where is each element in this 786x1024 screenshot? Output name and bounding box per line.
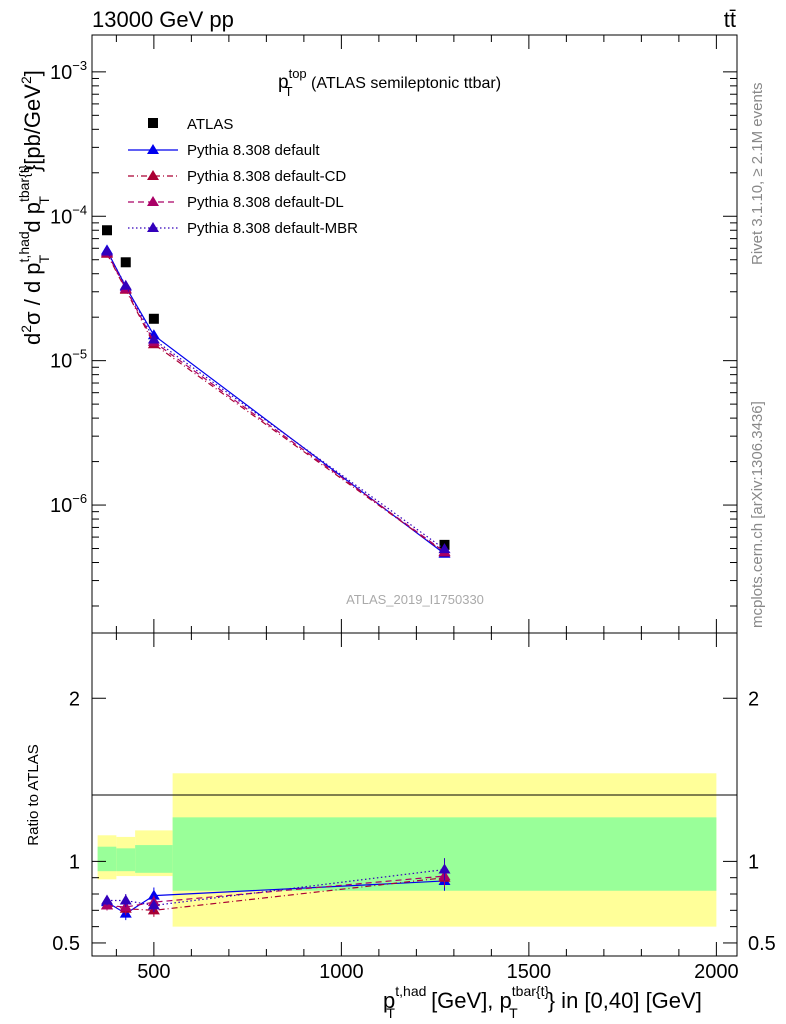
legend-marker-mbr	[147, 222, 159, 232]
ratio-point	[147, 889, 160, 900]
x-tick-label: 2000	[694, 961, 739, 983]
main-series-line	[106, 251, 445, 550]
ratio-y-tick-label: 2	[69, 688, 80, 710]
rivet-label: Rivet 3.1.10, ≥ 2.1M events	[749, 83, 766, 266]
ratio-series	[101, 858, 451, 921]
energy-label: 13000 GeV pp	[92, 7, 234, 32]
legend-entry-cd: Pythia 8.308 default-CD	[128, 168, 346, 185]
ratio-band-green	[116, 848, 136, 872]
legend-marker-dl	[147, 196, 159, 206]
main-point-atlas	[148, 313, 159, 324]
ratio-band-green	[135, 845, 173, 873]
main-y-tick-label: 10−3	[50, 58, 87, 84]
main-panel: 10−6 10−5 10−4 10−3 ptop T (ATLAS semilepton…	[16, 34, 738, 634]
main-point-mc	[438, 543, 451, 554]
analysis-id: ATLAS_2019_I1750330	[346, 592, 484, 607]
ratio-band-green	[97, 846, 117, 872]
ratio-y-tick-label-right: 2	[748, 688, 759, 710]
legend-label-mbr: Pythia 8.308 default-MBR	[187, 220, 358, 237]
main-point-atlas	[120, 257, 131, 268]
main-point-mc	[147, 333, 160, 344]
main-y-ticks: 10−6 10−5 10−4 10−3	[50, 35, 737, 633]
ratio-series-line	[107, 868, 445, 907]
main-y-tick-label: 10−4	[50, 202, 87, 228]
ratio-point	[119, 894, 132, 905]
ratio-y-tick-label-right: 1	[748, 851, 759, 873]
x-tick-label: 500	[137, 961, 170, 983]
main-series	[101, 225, 451, 558]
legend-marker-atlas	[148, 118, 158, 128]
legend-label-cd: Pythia 8.308 default-CD	[187, 168, 346, 185]
legend-marker-default	[147, 144, 159, 154]
legend-entry-dl: Pythia 8.308 default-DL	[128, 194, 344, 211]
ratio-y-tick-label: 1	[69, 851, 80, 873]
legend-label-default: Pythia 8.308 default	[187, 142, 320, 159]
legend-marker-cd	[147, 170, 159, 180]
legend-entry-mbr: Pythia 8.308 default-MBR	[128, 220, 358, 237]
ratio-point	[438, 863, 451, 874]
main-y-tick-label: 10−6	[50, 491, 87, 517]
ratio-y-tick-label: 0.5	[52, 933, 80, 955]
ratio-point	[147, 899, 160, 910]
mcplots-label: mcplots.cern.ch [arXiv:1306.3436]	[749, 401, 766, 628]
main-point-atlas	[102, 225, 112, 236]
legend-label-dl: Pythia 8.308 default-DL	[187, 194, 344, 211]
ratio-bands	[97, 773, 717, 927]
legend-entry-atlas: ATLAS	[148, 116, 233, 133]
legend-label-atlas: ATLAS	[187, 116, 233, 133]
main-y-axis-label: d2σ / d pt,had T d ptbar{t} T}[pb/GeV2]	[16, 70, 52, 345]
ratio-ticks: 0.5 0.5 1 1 2 2 500 1000 1500 2000	[52, 633, 776, 983]
main-series-line	[106, 252, 445, 553]
main-series-line	[106, 250, 445, 555]
ratio-y-tick-label-right: 0.5	[748, 933, 776, 955]
ratio-y-axis-label: Ratio to ATLAS	[25, 744, 42, 845]
x-axis-label: pt,had T [GeV], ptbar{t} T} in [0,40] [GeV…	[383, 983, 702, 1021]
main-y-tick-label: 10−5	[50, 347, 87, 373]
ratio-frame	[91, 632, 738, 957]
x-tick-label: 1000	[319, 961, 364, 983]
process-label: tt̄	[724, 7, 736, 32]
legend: ATLAS Pythia 8.308 default Pythia 8.308 …	[128, 116, 358, 237]
ratio-series-line	[106, 875, 445, 908]
legend-entry-default: Pythia 8.308 default	[128, 142, 320, 159]
main-point-mc	[119, 279, 132, 290]
ratio-series-line	[106, 877, 445, 911]
main-title: ptop T (ATLAS semileptonic ttbar)	[278, 66, 501, 99]
main-series-line	[106, 253, 445, 553]
x-tick-label: 1500	[507, 961, 552, 983]
ratio-panel: 0.5 0.5 1 1 2 2 500 1000 1500 2000 Ratio to ATLAS…	[25, 632, 776, 1021]
ratio-point	[101, 894, 113, 905]
main-point-mc	[101, 245, 113, 256]
